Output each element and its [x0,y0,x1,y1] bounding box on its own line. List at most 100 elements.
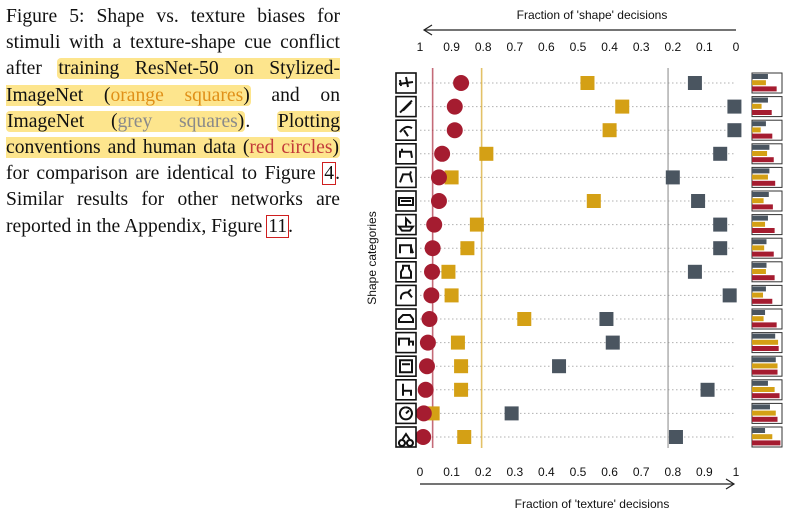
figure-reference-link[interactable]: 4 [322,162,337,186]
mini-bar [752,322,777,328]
mini-bar [752,416,778,422]
mini-bar [752,97,768,103]
bottom-tick-label: 0.3 [506,465,523,479]
bottom-axis-label: Fraction of 'texture' decisions [515,497,670,511]
bottom-tick-label: 0.1 [443,465,460,479]
elephant-icon [399,244,414,254]
mini-bar [752,245,765,251]
cat-icon [399,171,413,183]
human-data-point [446,122,463,139]
top-tick-label: 0.6 [538,40,555,54]
mini-bar [752,404,770,410]
mini-bar [752,269,766,274]
imagenet-point [700,382,715,397]
imagenet-point [727,99,742,114]
imagenet-point [687,76,702,90]
top-tick-label: 0.5 [570,40,587,54]
mini-bar [752,286,766,292]
imagenet-point [504,406,519,421]
mini-bar [752,133,773,139]
mini-bar [752,428,766,433]
imagenet-point [668,430,683,444]
bottom-tick-label: 0.6 [601,465,618,479]
human-data-point [430,169,447,186]
imagenet-point [552,359,567,374]
stylized-imagenet-point [454,382,469,397]
stylized-imagenet-point [469,217,484,232]
bottom-tick-label: 1 [733,465,740,479]
stylized-imagenet-point [580,76,595,90]
mini-bar [752,74,768,79]
mini-bar [752,228,775,233]
top-tick-label: 0 [733,40,740,54]
imagenet-point [687,264,702,279]
human-data-point [453,75,470,91]
imagenet-point [727,123,742,138]
mini-bar [752,316,764,322]
y-axis-label: Shape categories [365,211,379,304]
human-data-point [415,405,432,422]
knife-icon [399,99,413,114]
top-tick-label: 0.7 [506,40,523,54]
mini-bar [752,440,781,446]
human-data-point [418,358,435,375]
caption-text: and on [250,84,340,106]
red-circles-text: red circles [249,137,333,159]
imagenet-point [665,170,680,185]
highlight-text: ) [237,110,245,132]
mini-bar [752,275,775,281]
stylized-imagenet-point [450,335,465,350]
imagenet-point [713,241,728,256]
category-icon-frame [395,119,417,141]
mini-bar [752,80,766,86]
caption-text: . [245,110,277,132]
clock-icon [398,406,413,421]
stylized-imagenet-point [517,312,532,326]
mini-bar [752,86,777,92]
human-data-point [421,311,438,327]
mini-bar [752,333,776,339]
mini-bar [752,262,767,268]
bottom-tick-label: 0.8 [664,465,681,479]
highlight-text: ) [332,137,340,159]
category-icon-frame [395,308,417,330]
mini-bar [752,251,774,257]
chair-icon [402,383,412,396]
human-data-point [415,429,432,445]
bird-icon [399,125,413,137]
mini-bar [752,204,773,210]
keyboard-icon [398,197,414,206]
mini-bar [752,221,766,227]
top-tick-label: 1 [417,40,424,54]
mini-bar [752,363,778,369]
mini-bar [752,434,773,440]
chicken-icon [399,288,413,300]
category-icon-frame [395,284,417,307]
mini-bar [752,380,768,386]
stylized-imagenet-point [602,123,617,138]
imagenet-point [691,194,706,208]
figure-caption: Figure 5: Shape vs. texture biases for s… [6,4,341,240]
top-axis-arrowhead [422,24,433,36]
stylized-imagenet-point [586,194,601,208]
figure-reference-link[interactable]: 11 [266,214,290,238]
mini-bar [752,239,767,245]
stylized-imagenet-point [479,146,494,161]
mini-bar [752,357,776,363]
top-tick-label: 0.1 [696,40,713,54]
top-tick-label: 0.4 [601,40,618,54]
highlight: training ResNet-50 on Stylized-ImageNet … [6,58,340,106]
car-icon [398,314,414,323]
bear-icon [399,148,413,158]
caption-text: . Similar results for other networks are… [6,163,340,237]
mini-bar [752,393,780,399]
bottle-icon [400,264,412,279]
mini-bar [752,174,768,180]
mini-bar [752,298,773,304]
category-icon-frame [395,426,417,448]
mini-bar [752,110,772,115]
caption-text: . [288,215,293,237]
top-tick-label: 0.2 [664,40,681,54]
human-data-point [417,381,434,398]
